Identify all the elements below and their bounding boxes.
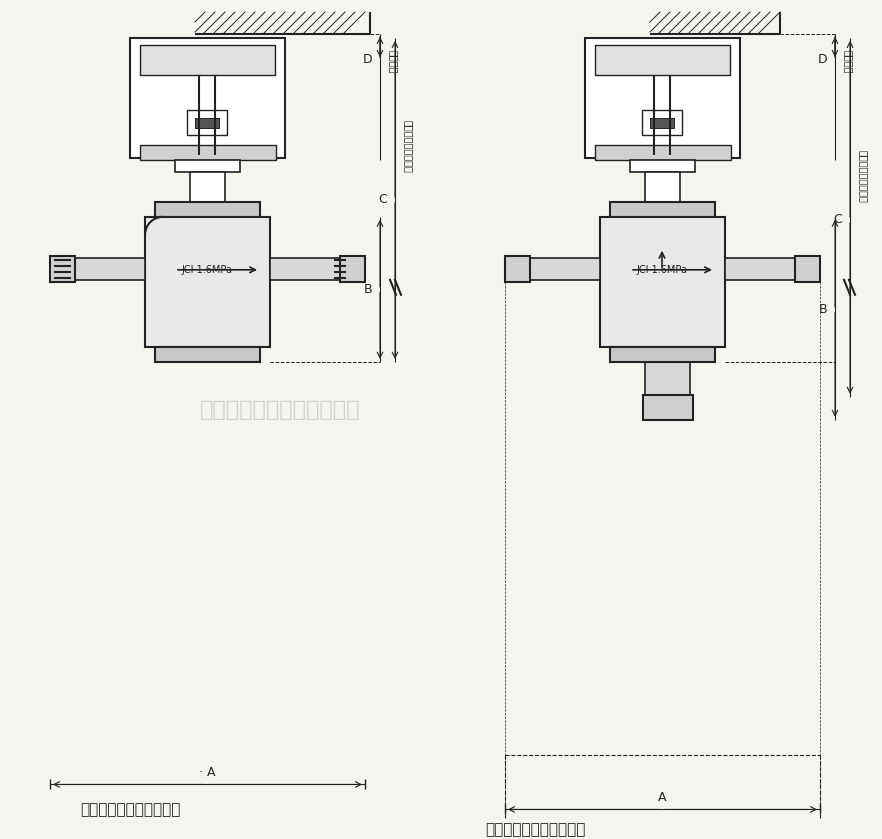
Bar xyxy=(145,216,270,347)
Bar xyxy=(175,160,240,172)
Text: D: D xyxy=(818,54,828,66)
Bar xyxy=(725,258,802,280)
Bar xyxy=(645,347,690,397)
Text: 阀与驱动器安装尺寸: 阀与驱动器安装尺寸 xyxy=(403,120,413,173)
Bar xyxy=(585,38,740,158)
Bar xyxy=(610,347,715,362)
Bar xyxy=(610,202,715,216)
Text: · A: · A xyxy=(198,766,215,779)
Bar xyxy=(630,160,695,172)
Bar xyxy=(642,110,682,135)
Bar xyxy=(68,258,145,280)
Bar xyxy=(155,347,260,362)
Bar xyxy=(643,394,693,420)
Text: 顶留尺寸: 顶留尺寸 xyxy=(843,50,853,74)
Bar xyxy=(50,256,75,282)
Bar xyxy=(523,258,600,280)
Text: A: A xyxy=(658,791,666,804)
Text: JCI 1.6MPa: JCI 1.6MPa xyxy=(182,265,233,275)
Text: 上海通达机电工程有限公司: 上海通达机电工程有限公司 xyxy=(199,399,360,420)
Bar xyxy=(505,256,530,282)
Bar xyxy=(595,145,731,160)
Text: B: B xyxy=(818,303,827,316)
Bar xyxy=(155,202,260,216)
Bar xyxy=(595,45,730,75)
Bar xyxy=(140,45,275,75)
Text: C: C xyxy=(833,213,842,227)
Bar xyxy=(650,118,674,128)
Text: D: D xyxy=(363,54,373,66)
Bar xyxy=(190,172,225,202)
Bar xyxy=(270,258,347,280)
Bar xyxy=(645,172,680,202)
Text: B: B xyxy=(363,284,372,296)
Bar xyxy=(187,110,227,135)
Bar xyxy=(130,38,285,158)
Text: JCI 1.6MPa: JCI 1.6MPa xyxy=(637,265,687,275)
Bar xyxy=(795,256,820,282)
Bar xyxy=(600,216,725,347)
Text: 阀与驱动器安装尺寸: 阀与驱动器安装尺寸 xyxy=(858,150,868,203)
Bar xyxy=(140,145,276,160)
Text: 图一、二通阀外形尺寸图: 图一、二通阀外形尺寸图 xyxy=(80,802,181,817)
Bar xyxy=(195,118,219,128)
Text: 图二、三通阀外形尺寸图: 图二、三通阀外形尺寸图 xyxy=(485,822,586,837)
Text: 顶留尺寸: 顶留尺寸 xyxy=(388,50,398,74)
Bar xyxy=(340,256,365,282)
Text: C: C xyxy=(378,193,387,206)
